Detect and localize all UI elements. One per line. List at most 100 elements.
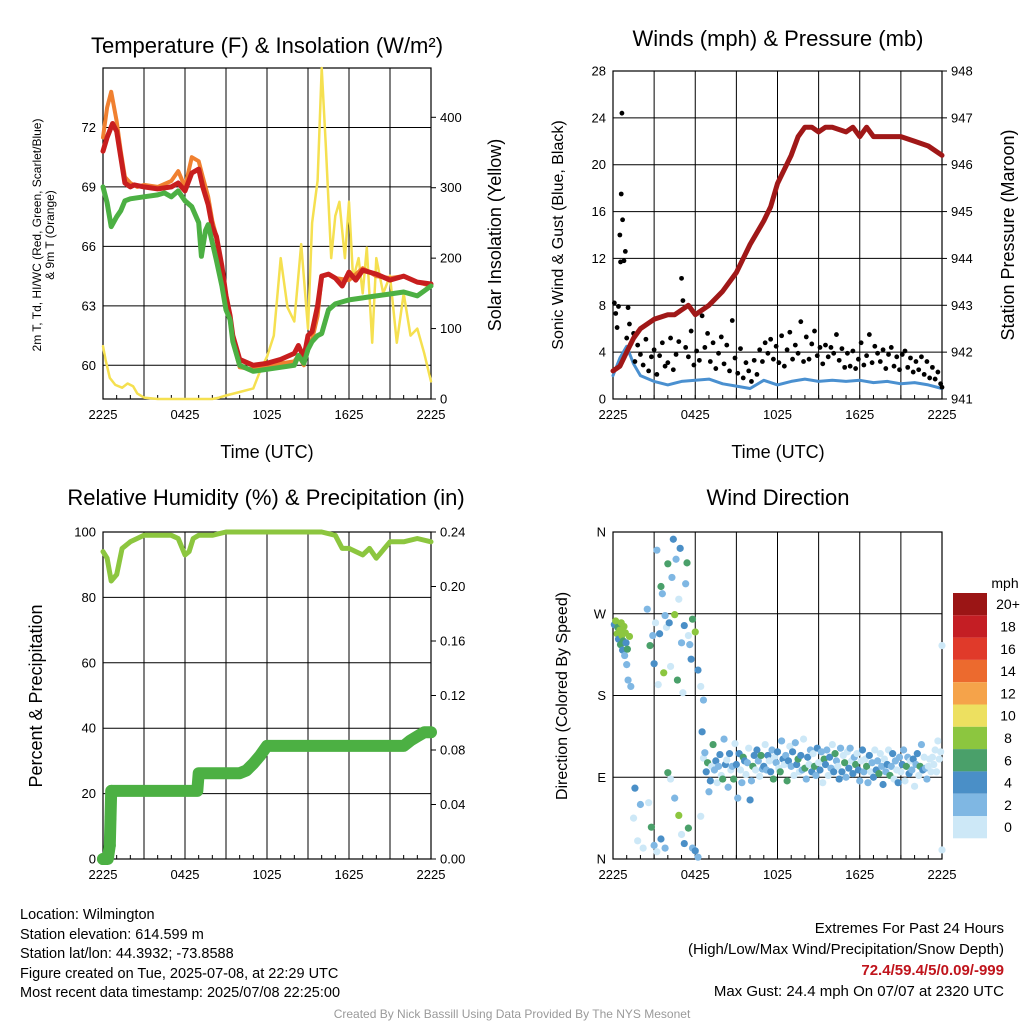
dir-point — [639, 844, 647, 852]
wind-gust-point — [618, 191, 624, 197]
wind-gust-point — [619, 110, 625, 116]
rh-xtick-label: 0425 — [171, 867, 200, 882]
wind-ylabel: Sonic Wind & Gust (Blue, Black) — [550, 120, 567, 349]
wind-gust-point — [872, 343, 878, 349]
dir-point — [697, 682, 705, 691]
dir-point — [868, 759, 876, 767]
wind-ytick-label: 24 — [592, 110, 606, 125]
dir-point — [623, 645, 631, 653]
wind-ytick-label: 12 — [592, 251, 606, 266]
dir-point — [765, 757, 773, 765]
dir-point — [724, 783, 732, 791]
dir-point — [909, 755, 917, 763]
legend-label: 18 — [1000, 618, 1016, 634]
dir-point — [932, 768, 941, 776]
wind-gust-point — [757, 347, 763, 353]
dir-point — [657, 835, 665, 843]
rh-y2tick-label: 0.20 — [440, 579, 465, 594]
dir-point — [834, 762, 842, 770]
wind-gust-point — [679, 275, 684, 281]
dir-point — [688, 615, 697, 623]
rh-xtick-label: 1025 — [253, 867, 282, 882]
wind-gust-point — [710, 340, 716, 346]
wind-gust-point — [640, 362, 646, 368]
temp-xtick-label: 2225 — [417, 407, 446, 422]
legend-swatch — [953, 682, 987, 705]
dir-ytick-label: N — [597, 852, 606, 867]
dir-point — [853, 750, 861, 758]
dir-point — [680, 621, 688, 630]
dir-point — [852, 760, 860, 769]
wind-gust-point — [861, 362, 867, 368]
dir-point — [654, 681, 662, 689]
dir-point — [668, 573, 676, 582]
wind-series-sonic-wind — [611, 344, 944, 390]
dir-point — [623, 661, 631, 669]
wind-gust-point — [651, 347, 657, 353]
dir-point — [612, 617, 620, 625]
wind-gust-point — [740, 375, 746, 381]
dir-point — [860, 768, 868, 776]
wind-gust-point — [611, 300, 617, 306]
wind-gust-point — [616, 304, 621, 309]
dir-point — [649, 631, 657, 640]
wind-gust-point — [932, 376, 938, 382]
wind-gust-point — [668, 335, 673, 341]
wind-gust-point — [883, 366, 889, 371]
dir-point — [643, 605, 651, 613]
wind-ytick-label: 8 — [599, 298, 606, 313]
dir-point — [734, 794, 742, 802]
dir-point — [713, 779, 721, 787]
dir-point — [787, 762, 795, 770]
wind-gust-point — [685, 354, 691, 360]
dir-xtick-label: 1625 — [845, 867, 874, 882]
dir-xtick-label: 1025 — [763, 867, 792, 882]
dir-point — [675, 595, 683, 603]
dir-point — [673, 676, 682, 684]
dir-point — [816, 766, 824, 774]
dir-point — [747, 777, 756, 785]
dir-point — [778, 737, 786, 745]
temp-y2tick-label: 100 — [440, 321, 462, 336]
dir-point — [656, 630, 664, 638]
temp-plot: 60 63 66 69 72 0 100 200 300 400 2225 0425 1025 1625 2… — [82, 66, 462, 422]
dir-panel-title: Wind Direction — [706, 485, 849, 510]
dir-point — [742, 770, 750, 779]
wind-gust-point — [665, 360, 671, 366]
dir-point — [797, 751, 805, 760]
wind-ytick-label: 0 — [599, 392, 606, 407]
dir-point — [825, 753, 834, 761]
dir-point — [937, 748, 945, 756]
dir-point — [786, 742, 794, 750]
rh-ytick-label: 80 — [82, 590, 96, 605]
dir-point — [757, 751, 765, 760]
dir-point — [828, 740, 836, 749]
dir-ytick-label: N — [597, 525, 606, 540]
dir-point — [867, 768, 875, 776]
wind-gust-point — [732, 355, 738, 361]
dir-point — [621, 651, 629, 660]
max-gust: Max Gust: 24.4 mph On 07/07 at 2320 UTC — [713, 983, 1004, 1000]
rh-ytick-label: 0 — [89, 852, 96, 867]
wind-y2tick-label: 948 — [951, 64, 973, 79]
wind-gust-point — [707, 359, 713, 364]
dir-point — [934, 737, 942, 745]
dir-point — [680, 839, 688, 848]
temp-ytick-label: 60 — [82, 358, 96, 373]
dir-point — [879, 780, 887, 789]
wind-xtick-label: 1625 — [845, 407, 874, 422]
wind-gust-point — [894, 354, 900, 360]
dir-point — [723, 756, 731, 764]
temp-ytick-label: 63 — [82, 298, 96, 313]
dir-point — [664, 560, 672, 568]
wind-gust-point — [812, 328, 817, 334]
dir-ytick-label: W — [594, 606, 607, 621]
speed-legend: mph 20+ 18 16 14 12 10 8 6 4 2 0 — [953, 575, 1020, 839]
dir-point — [756, 772, 764, 780]
dir-point — [666, 775, 675, 783]
dir-point — [783, 777, 791, 785]
dir-point — [736, 766, 745, 774]
wind-gust-point — [842, 364, 848, 370]
dir-point — [731, 740, 739, 748]
dir-point — [730, 775, 738, 783]
